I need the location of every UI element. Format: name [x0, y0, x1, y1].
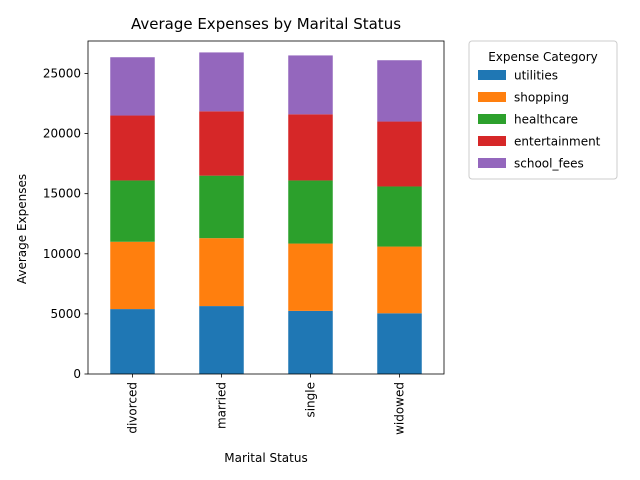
legend-label-healthcare: healthcare: [514, 113, 578, 127]
plot-frame: [87, 40, 445, 375]
bar-utilities-married: [199, 306, 244, 374]
axes-group: 0 5000 10000 15000 20000 25000 divorced married…: [43, 40, 445, 435]
y-tick-label: 0: [73, 367, 81, 381]
x-tick-label: widowed: [393, 382, 407, 435]
legend-title: Expense Category: [488, 50, 598, 64]
y-tick-label: 20000: [43, 127, 81, 141]
bar-healthcare-widowed: [377, 186, 422, 247]
legend-swatch-entertainment: [478, 136, 506, 146]
bars-group: [110, 52, 422, 374]
x-axis-label: Marital Status: [224, 451, 307, 465]
x-tick-label: single: [304, 382, 318, 418]
bar-shopping-single: [288, 243, 333, 311]
legend-label-shopping: shopping: [514, 91, 569, 105]
legend-swatch-shopping: [478, 92, 506, 102]
y-tick-label: 15000: [43, 187, 81, 201]
legend-swatch-utilities: [478, 70, 506, 80]
bar-entertainment-divorced: [110, 115, 155, 181]
bar-entertainment-widowed: [377, 121, 422, 187]
bar-healthcare-single: [288, 180, 333, 244]
y-tick-label: 25000: [43, 66, 81, 80]
x-tick-label: divorced: [126, 382, 140, 434]
bar-shopping-widowed: [377, 246, 422, 314]
legend-swatch-healthcare: [478, 114, 506, 124]
legend-label-school_fees: school_fees: [514, 157, 584, 171]
bar-utilities-single: [288, 310, 333, 374]
bar-utilities-widowed: [377, 313, 422, 374]
bar-entertainment-single: [288, 114, 333, 181]
legend-label-entertainment: entertainment: [514, 135, 601, 149]
bar-healthcare-divorced: [110, 180, 155, 242]
legend: Expense Category utilities shopping health…: [468, 40, 618, 180]
bar-school_fees-single: [288, 55, 333, 115]
bar-healthcare-married: [199, 175, 244, 239]
bar-school_fees-widowed: [377, 60, 422, 122]
bar-shopping-divorced: [110, 241, 155, 310]
y-axis-label: Average Expenses: [15, 174, 29, 284]
bar-utilities-divorced: [110, 309, 155, 374]
legend-swatch-school_fees: [478, 158, 506, 168]
legend-label-utilities: utilities: [514, 69, 558, 83]
chart-title: Average Expenses by Marital Status: [131, 15, 401, 33]
x-tick-label: married: [215, 382, 229, 429]
y-tick-label: 5000: [50, 307, 81, 321]
y-tick-label: 10000: [43, 247, 81, 261]
bar-shopping-married: [199, 238, 244, 307]
legend-items: utilities shopping healthcare entertainment…: [478, 69, 601, 171]
bar-school_fees-married: [199, 52, 244, 112]
bar-school_fees-divorced: [110, 57, 155, 116]
bar-entertainment-married: [199, 111, 244, 176]
